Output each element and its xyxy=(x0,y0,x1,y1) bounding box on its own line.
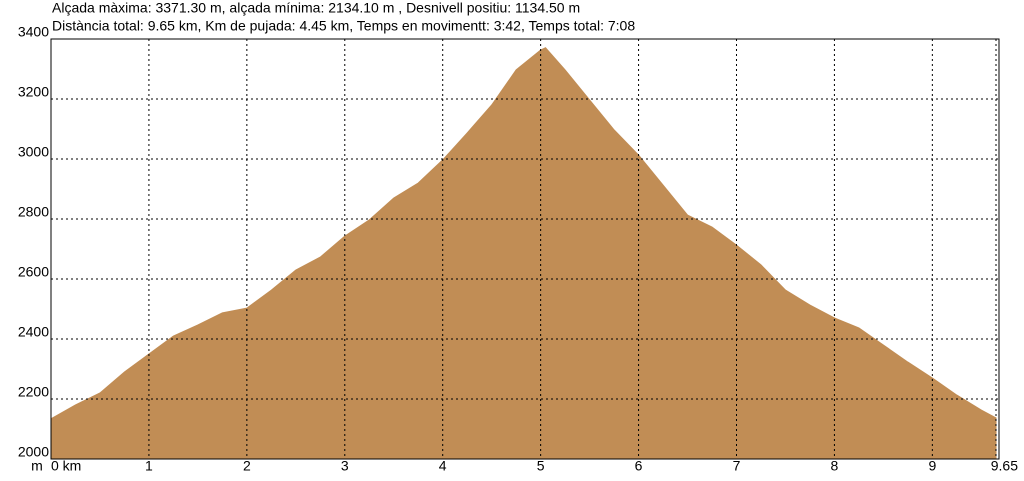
y-axis-unit: m xyxy=(31,458,43,474)
y-tick-label: 2000 xyxy=(18,444,49,460)
plot-frame xyxy=(50,38,1000,460)
y-tick-label: 3400 xyxy=(18,24,49,40)
y-tick-label: 3000 xyxy=(18,144,49,160)
x-tick-label: 8 xyxy=(831,458,839,474)
x-tick-label: 6 xyxy=(635,458,643,474)
y-tick-label: 2400 xyxy=(18,324,49,340)
elevation-area xyxy=(50,47,997,460)
y-tick-label: 2200 xyxy=(18,384,49,400)
y-tick-label: 2600 xyxy=(18,264,49,280)
chart-subtitle: Distància total: 9.65 km, Km de pujada: … xyxy=(52,18,635,34)
x-tick-label: 3 xyxy=(341,458,349,474)
x-tick-label: 5 xyxy=(537,458,545,474)
x-tick-label: 9.65 xyxy=(991,458,1018,474)
y-tick-label: 3200 xyxy=(18,84,49,100)
x-tick-label: 9 xyxy=(928,458,936,474)
x-tick-label: 7 xyxy=(733,458,741,474)
x-tick-label: 0 km xyxy=(51,458,81,474)
chart-title: Alçada màxima: 3371.30 m, alçada mínima:… xyxy=(52,0,580,16)
y-tick-label: 2800 xyxy=(18,204,49,220)
x-tick-label: 2 xyxy=(243,458,251,474)
x-tick-label: 4 xyxy=(439,458,447,474)
x-tick-label: 1 xyxy=(145,458,153,474)
